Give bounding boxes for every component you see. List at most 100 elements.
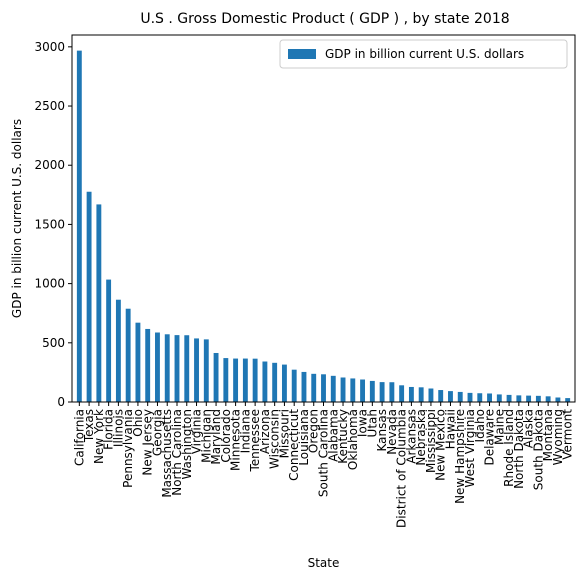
x-tick-label: Washington (180, 409, 194, 480)
x-tick-label: Oklahoma (346, 409, 360, 470)
bar (526, 395, 532, 402)
bar (496, 394, 502, 402)
x-tick-label: North Carolina (170, 409, 184, 496)
bar (311, 373, 317, 402)
bar (477, 393, 483, 402)
bar (213, 352, 219, 402)
bars-group (76, 50, 571, 402)
x-tick-label: Wyoming (551, 409, 565, 465)
y-axis: 0 500 1000 1500 2000 2500 3000 (34, 40, 72, 409)
x-tick-label: Pennsylvania (121, 409, 135, 488)
legend: GDP in billion current U.S. dollars (279, 39, 568, 69)
bar (321, 374, 326, 402)
x-tick-label: Virginia (190, 409, 204, 454)
bar (555, 397, 561, 402)
x-tick-label: Iowa (356, 409, 370, 437)
bar (340, 377, 346, 402)
bar (506, 394, 512, 402)
x-tick-label: Colorado (219, 409, 233, 463)
x-tick-label: Connecticut (287, 409, 301, 481)
x-tick-label: California (72, 409, 86, 466)
bar (545, 396, 551, 402)
x-tick-label: Maryland (209, 409, 223, 465)
x-tick-label: Ohio (131, 409, 145, 437)
x-tick-label: Arizona (258, 409, 272, 454)
x-tick-label: Kentucky (336, 409, 350, 464)
bar (272, 362, 278, 402)
bar (184, 335, 190, 402)
x-tick-label: Alabama (326, 409, 340, 462)
legend-box (279, 39, 568, 69)
bar (174, 335, 180, 402)
x-tick-label: Nebraska (414, 409, 428, 466)
bar (448, 391, 453, 402)
x-axis-label: State (308, 556, 340, 570)
x-tick-label: Louisiana (297, 409, 311, 466)
bar (242, 358, 248, 402)
bar (457, 391, 463, 402)
bar (291, 369, 297, 402)
x-tick-label: Minnesota (229, 409, 243, 471)
bar (252, 358, 258, 402)
bar (135, 322, 141, 402)
x-tick-label: Michigan (199, 409, 213, 463)
y-tick-label: 500 (42, 336, 65, 350)
x-tick-label: Missouri (277, 409, 291, 458)
x-tick-label: Tennessee (248, 409, 262, 473)
bar (565, 398, 571, 402)
x-tick-label: Arkansas (404, 409, 418, 464)
x-tick-label: New Mexico (434, 409, 448, 481)
x-tick-label: Indiana (238, 409, 252, 453)
bar (106, 279, 112, 402)
x-tick-label: Vermont (561, 409, 575, 460)
x-tick-label: Montana (541, 409, 555, 461)
x-tick-label: Delaware (483, 409, 497, 466)
x-tick-label: Utah (365, 409, 379, 437)
x-tick-label: West Virginia (463, 409, 477, 488)
y-tick-label: 3000 (34, 40, 65, 54)
x-tick-label: Maine (492, 409, 506, 445)
bar (516, 395, 522, 402)
bar (408, 386, 414, 402)
bar (360, 379, 366, 402)
bar (467, 392, 473, 402)
bar (125, 308, 131, 402)
bar (535, 395, 541, 402)
bar (145, 328, 151, 402)
x-tick-label: Illinois (111, 409, 125, 447)
bar (203, 339, 209, 402)
bar (194, 338, 199, 402)
y-axis-label: GDP in billion current U.S. dollars (10, 119, 24, 318)
x-tick-label: North Dakota (512, 409, 526, 489)
bar (96, 204, 102, 402)
x-tick-label: New Hampshire (453, 409, 467, 504)
bar (164, 334, 170, 402)
y-tick-label: 0 (57, 395, 65, 409)
y-tick-label: 2000 (34, 158, 65, 172)
x-tick-label: Alaska (522, 409, 536, 448)
x-tick-label: Oregon (307, 409, 321, 453)
x-tick-label: District of Columbia (395, 409, 409, 528)
x-tick-label: South Carolina (317, 409, 331, 497)
bar (418, 387, 424, 402)
bar (233, 358, 239, 402)
x-tick-label: Wisconsin (268, 409, 282, 469)
legend-swatch (288, 49, 316, 59)
x-tick-label: Rhode Island (502, 409, 516, 487)
chart-title: U.S . Gross Domestic Product ( GDP ) , b… (140, 11, 509, 27)
x-tick-label: Kansas (375, 409, 389, 451)
bar (262, 361, 268, 402)
bar (223, 358, 229, 402)
bar (379, 382, 385, 402)
x-tick-label: Idaho (473, 409, 487, 442)
bar (428, 388, 434, 402)
bar (399, 385, 405, 402)
x-tick-label: South Dakota (531, 409, 545, 490)
x-tick-label: New Jersey (141, 409, 155, 476)
bar (301, 371, 307, 402)
bar (487, 393, 492, 402)
y-tick-label: 1000 (34, 277, 65, 291)
x-tick-label: Florida (102, 409, 116, 450)
x-tick-label: Hawaii (443, 409, 457, 449)
